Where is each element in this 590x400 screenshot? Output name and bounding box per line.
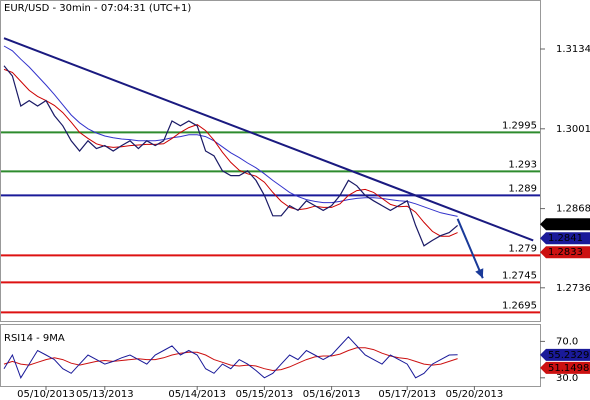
y-tick-label: 1.3134	[556, 44, 590, 55]
x-tick-label: 05/10/2013	[17, 389, 75, 400]
price-box-label: 1.2842	[548, 219, 583, 230]
x-tick-label: 05/13/2013	[76, 389, 134, 400]
y-tick-label: 1.2868	[556, 204, 590, 215]
x-tick-label: 05/16/2013	[303, 389, 361, 400]
x-tick-label: 05/17/2013	[378, 389, 436, 400]
y-tick-label: 1.2736	[556, 283, 590, 294]
chart-title: EUR/USD - 30min - 07:04:31 (UTC+1)	[4, 3, 191, 14]
indicator-box	[540, 361, 590, 374]
indicator-box-label: 51.1498	[548, 363, 589, 374]
indicator-tick-label: 70.0	[556, 336, 578, 347]
indicator-tick-label: 30.0	[556, 373, 578, 384]
series-line	[3, 347, 458, 372]
arrow-head	[475, 268, 484, 279]
indicator-box-label: 55.2329	[548, 350, 589, 361]
price-box	[540, 246, 590, 259]
x-tick-label: 05/15/2013	[236, 389, 294, 400]
arrow-shaft	[456, 218, 484, 279]
indicator-box	[540, 348, 590, 361]
indicator-title-bg	[2, 332, 72, 345]
main-panel	[0, 0, 541, 322]
trend-line	[3, 37, 534, 242]
x-tick-label: 05/20/2013	[446, 389, 504, 400]
series-line	[3, 68, 458, 237]
level-label: 1.289	[508, 183, 537, 194]
y-tick-label: 1.3001	[556, 124, 590, 135]
level-label: 1.2695	[502, 300, 537, 311]
level-label: 1.279	[508, 243, 537, 254]
level-label: 1.293	[508, 159, 537, 170]
level-label: 1.2745	[502, 270, 537, 281]
series-line	[3, 336, 458, 379]
price-box	[540, 218, 590, 231]
x-tick-label: 05/14/2013	[168, 389, 226, 400]
price-box-label: 1.2833	[548, 247, 583, 258]
title-bg	[2, 1, 184, 15]
price-box-label: 1.2841	[548, 233, 583, 244]
indicator-title: RSI14 - 9MA	[4, 333, 65, 344]
price-box	[540, 232, 590, 245]
series-line	[3, 65, 458, 247]
indicator-panel	[0, 324, 541, 387]
level-label: 1.2995	[502, 120, 537, 131]
